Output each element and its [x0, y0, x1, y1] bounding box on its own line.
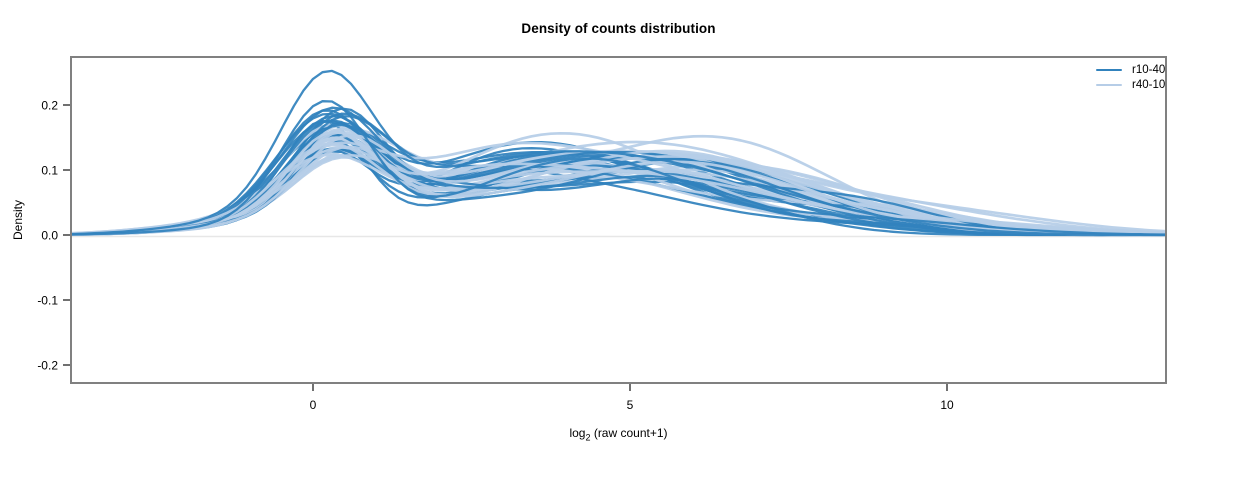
density-curve-r10-40 — [71, 123, 1166, 237]
density-curve-r10-40 — [71, 69, 1166, 237]
legend: r10-40 r40-10 — [1096, 63, 1165, 92]
x-tick-label: 10 — [940, 398, 954, 412]
x-tick-label: 5 — [627, 398, 634, 412]
y-tick-label: 0.0 — [41, 228, 58, 242]
x-tick-label: 0 — [310, 398, 317, 412]
x-axis-label-rest: (raw count+1) — [590, 426, 668, 440]
chart-title: Density of counts distribution — [521, 21, 716, 36]
density-curve-r40-10 — [71, 133, 1166, 236]
legend-label: r10-40 — [1132, 64, 1166, 76]
legend-label: r40-10 — [1132, 79, 1166, 91]
legend-item-r40-10: r40-10 — [1096, 78, 1165, 92]
y-tick-label: 0.2 — [41, 98, 58, 112]
density-curve-r10-40 — [71, 100, 1166, 236]
density-curve-r40-10 — [71, 142, 1166, 236]
x-axis-label-prefix: log — [569, 426, 586, 440]
legend-item-r10-40: r10-40 — [1096, 63, 1165, 77]
y-tick-label: -0.2 — [37, 358, 58, 372]
legend-line-swatch — [1096, 68, 1122, 72]
x-axis-label: log2 (raw count+1) — [71, 426, 1166, 442]
y-tick-label: 0.1 — [41, 163, 58, 177]
x-axis-label-subscript: 2 — [585, 432, 591, 443]
density-curve-r40-10 — [71, 130, 1166, 237]
plot-border — [70, 56, 1167, 384]
legend-line-swatch — [1096, 83, 1122, 87]
y-tick-label: -0.1 — [37, 293, 58, 307]
